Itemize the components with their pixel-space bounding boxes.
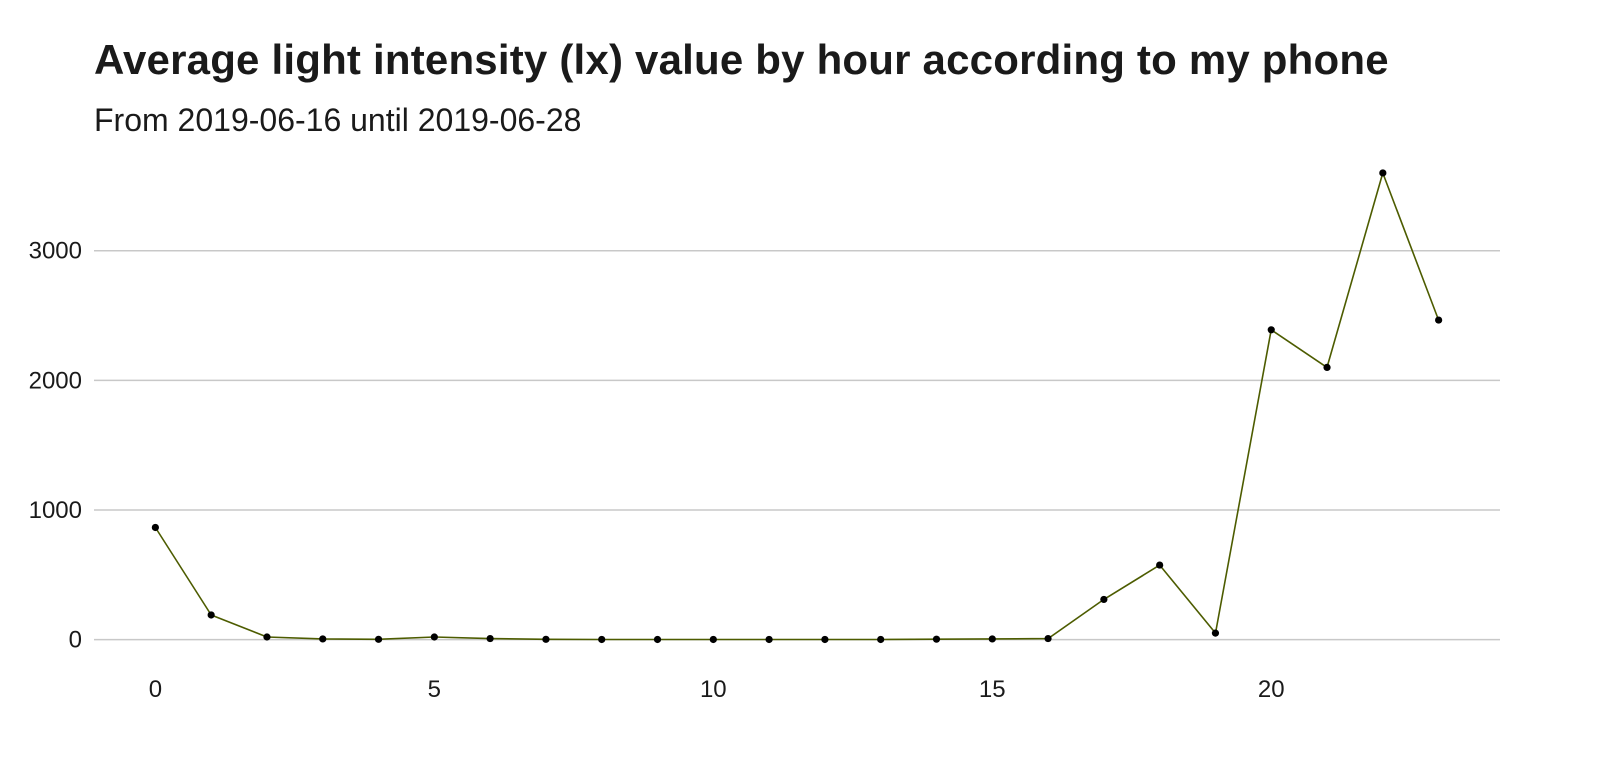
data-point-0	[151, 523, 159, 532]
data-point-4	[374, 635, 383, 643]
grid-lines	[94, 249, 1500, 641]
data-point-19	[1211, 629, 1220, 637]
data-point-7	[542, 635, 550, 643]
data-point-10	[709, 635, 717, 644]
data-point-20	[1267, 326, 1275, 334]
data-point-5	[430, 633, 438, 641]
data-point-21	[1323, 363, 1331, 371]
y-axis-ticks: 0 1000 2000 3000	[29, 238, 82, 654]
series-line-0	[154, 172, 1440, 641]
data-point-12	[821, 635, 829, 644]
data-point-3	[319, 635, 327, 643]
y-tick-label-2000: 2000	[29, 367, 82, 394]
x-tick-label-5: 5	[428, 676, 441, 703]
data-point-14	[932, 635, 941, 643]
y-tick-label-0: 0	[69, 627, 82, 654]
x-tick-label-20: 20	[1258, 676, 1285, 703]
data-point-9	[653, 635, 662, 644]
data-point-16	[1044, 634, 1052, 643]
data-point-22	[1379, 169, 1387, 177]
data-point-1	[207, 611, 215, 619]
data-point-17	[1100, 595, 1108, 604]
x-tick-label-15: 15	[979, 676, 1006, 703]
data-point-15	[988, 635, 996, 643]
data-point-2	[263, 633, 271, 641]
chart-subtitle: From 2019-06-16 until 2019-06-28	[94, 102, 582, 138]
chart-title: Average light intensity (lx) value by ho…	[94, 36, 1389, 83]
data-point-6	[486, 634, 494, 643]
data-point-13	[877, 635, 885, 644]
data-point-18	[1156, 561, 1164, 569]
series-group	[151, 169, 1443, 644]
data-point-8	[598, 635, 606, 644]
data-point-11	[765, 635, 773, 644]
y-tick-label-3000: 3000	[29, 238, 82, 265]
y-tick-label-1000: 1000	[29, 497, 82, 524]
x-tick-label-0: 0	[149, 676, 162, 703]
x-tick-label-10: 10	[700, 676, 727, 703]
x-axis-ticks: 0 5 10 15 20	[149, 676, 1285, 703]
data-point-23	[1435, 316, 1443, 324]
